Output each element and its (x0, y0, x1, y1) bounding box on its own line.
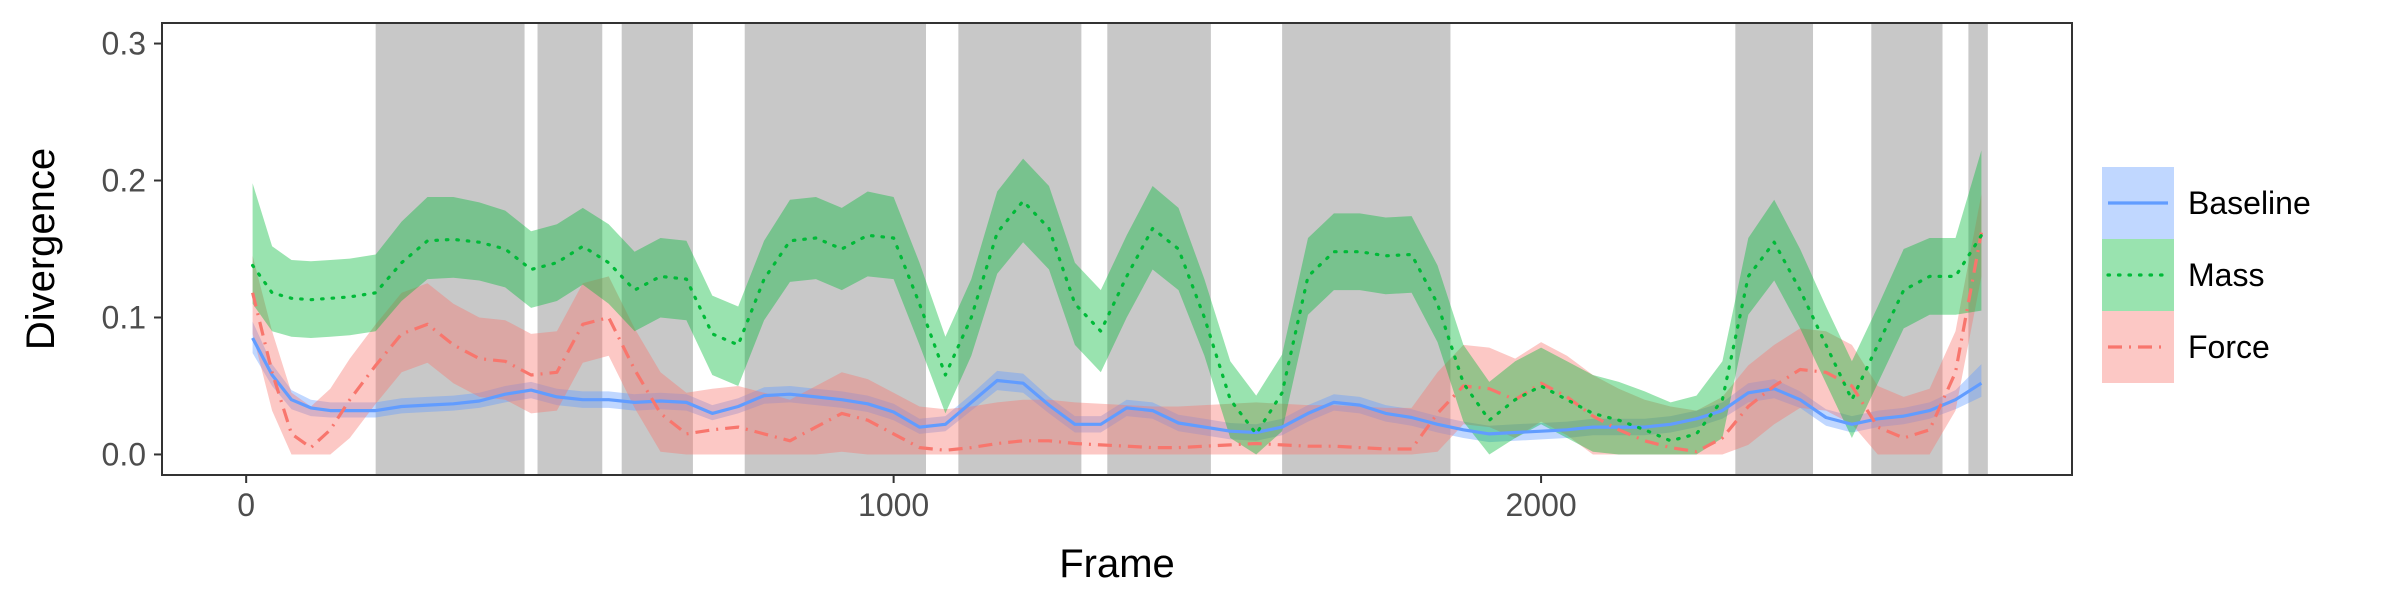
ribbon-baseline (252, 321, 1982, 443)
ribbon-force (252, 194, 1982, 455)
y-tick-label-2: 0.2 (102, 163, 146, 199)
x-axis-title: Frame (1059, 542, 1175, 586)
legend-label-baseline: Baseline (2188, 185, 2311, 221)
legend-label-mass: Mass (2188, 257, 2264, 293)
shaded-region-6 (1107, 23, 1211, 475)
shaded-region-10 (1968, 23, 1988, 475)
x-tick-label-0: 0 (237, 487, 255, 523)
line-force (251, 232, 1983, 454)
line-baseline (251, 337, 1983, 436)
y-axis-ticks: 0.0 0.1 0.2 0.3 (102, 26, 162, 472)
shaded-region-5 (958, 23, 1082, 475)
shaded-region-7 (1282, 23, 1451, 475)
plot-border (161, 22, 2073, 476)
line-mass (251, 199, 1983, 443)
shaded-region-9 (1871, 23, 1943, 475)
y-axis-title: Divergence (19, 148, 63, 350)
confidence-ribbons (252, 150, 1982, 455)
legend-label-force: Force (2188, 329, 2270, 365)
y-tick-label-0: 0.0 (102, 436, 146, 472)
legend: Baseline Mass Force (2102, 167, 2311, 383)
ribbon-mass (252, 150, 1982, 455)
x-axis-ticks: 0 1000 2000 (237, 475, 1577, 523)
x-tick-label-1000: 1000 (858, 487, 929, 523)
y-tick-label-1: 0.1 (102, 299, 146, 335)
x-tick-label-2000: 2000 (1505, 487, 1576, 523)
series-lines (251, 199, 1983, 454)
y-tick-label-3: 0.3 (102, 26, 146, 62)
